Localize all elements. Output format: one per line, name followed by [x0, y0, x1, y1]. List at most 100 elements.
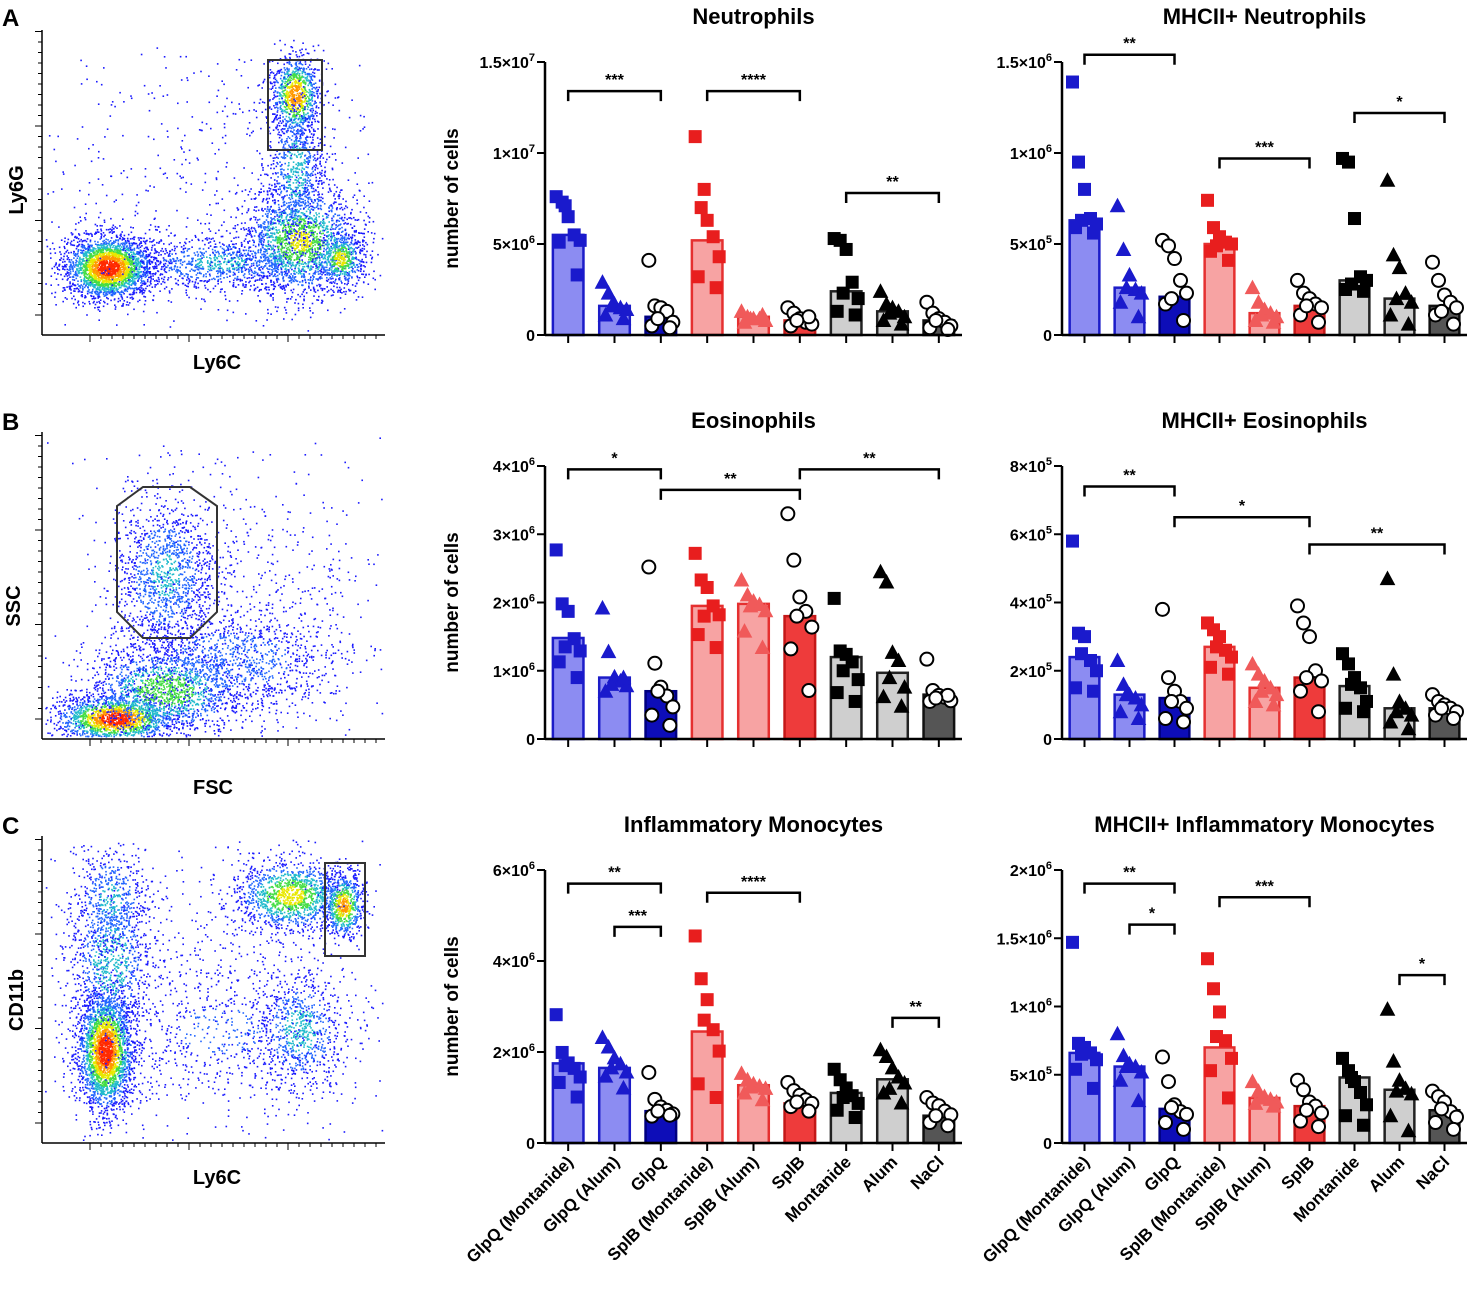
data-point [1066, 75, 1079, 89]
data-point [1290, 598, 1305, 614]
significance-bracket [891, 1016, 941, 1028]
data-point [1379, 570, 1396, 586]
significance-stars: ** [886, 174, 899, 191]
data-point [893, 1094, 910, 1110]
data-point [919, 651, 935, 667]
flow-ticks [35, 839, 377, 1150]
data-point [1397, 285, 1414, 300]
data-point [1112, 294, 1129, 309]
data-point [1434, 700, 1449, 716]
y-tick-label: 0 [526, 732, 535, 749]
y-tick-label: 2×106 [1010, 860, 1052, 880]
significance-stars: ** [1123, 36, 1136, 53]
data-point [851, 292, 865, 306]
data-point [839, 242, 853, 256]
data-point [1382, 713, 1399, 729]
event-dots [45, 437, 384, 738]
data-point [1428, 1115, 1443, 1131]
significance-bracket [566, 468, 663, 480]
data-point [700, 580, 714, 594]
panel-letter-c: C [2, 813, 19, 840]
significance-bracket [1308, 543, 1446, 555]
data-point [561, 604, 575, 618]
significance-stars: ** [724, 471, 737, 488]
data-point [603, 676, 620, 691]
data-point [594, 274, 611, 289]
panel-letter-a: A [2, 5, 19, 32]
data-point [884, 644, 901, 659]
data-point [836, 664, 850, 678]
data-point [1204, 1064, 1217, 1078]
significance-stars: * [1396, 94, 1403, 111]
data-point [1161, 238, 1176, 254]
significance-stars: *** [605, 72, 624, 89]
data-point [1130, 710, 1147, 726]
data-point [1382, 1107, 1399, 1123]
data-point [836, 286, 850, 300]
data-point [1133, 696, 1150, 712]
data-point [1311, 314, 1326, 330]
data-point [878, 1048, 895, 1064]
panel-letter-b: B [2, 409, 19, 436]
flow-a-y-label: Ly6G [6, 165, 28, 214]
data-point [712, 608, 726, 622]
data-point [928, 312, 944, 328]
data-point [1253, 683, 1270, 698]
data-point [1302, 629, 1317, 645]
data-point [1075, 647, 1088, 661]
data-point [1118, 279, 1135, 295]
data-point [875, 312, 892, 327]
data-point [1385, 1053, 1402, 1068]
data-point [1118, 1058, 1135, 1074]
data-point [694, 201, 708, 215]
significance-stars: *** [628, 908, 647, 925]
data-point [786, 552, 802, 568]
data-point [893, 316, 910, 331]
data-point [1210, 640, 1223, 654]
data-point [650, 683, 666, 699]
data-point [1158, 711, 1173, 727]
data-point [1400, 316, 1417, 331]
data-point [691, 1077, 705, 1091]
data-point [1348, 212, 1361, 226]
category-label: GlpQ [1141, 1152, 1184, 1195]
data-point [1403, 294, 1420, 309]
data-point [650, 1103, 666, 1119]
y-tick-label: 2×106 [493, 1042, 535, 1062]
data-point [552, 1075, 566, 1089]
chart-eosinophils: Eosinophils number of cells 0 1×106 2×106 3×1… [442, 408, 962, 749]
data-point [896, 679, 913, 694]
data-point [940, 687, 956, 703]
data-point [1403, 707, 1420, 722]
y-tick-label: 0 [1043, 328, 1052, 345]
data-point [700, 213, 714, 227]
chart-title: MHCII+ Inflammatory Monocytes [1094, 812, 1434, 837]
bar-6 [783, 614, 817, 741]
data-point [875, 688, 892, 704]
y-axis-label: number of cells [442, 532, 463, 672]
data-point [1247, 693, 1264, 708]
chart-title: Neutrophils [692, 4, 814, 29]
data-point [1256, 672, 1273, 688]
chart-neutrophils: Neutrophils number of cells 0 5×106 1×107 1.5… [442, 4, 962, 345]
data-point [600, 285, 617, 300]
data-point [830, 1103, 844, 1117]
significance-stars: ** [1123, 467, 1136, 484]
y-tick-label: 5×105 [1010, 234, 1052, 254]
y-tick-label: 6×105 [1010, 524, 1052, 544]
flow-c-y-label: CD11b [6, 969, 28, 1031]
significance-stars: ** [1371, 525, 1384, 542]
data-point [1225, 237, 1238, 251]
data-point [1379, 1001, 1396, 1016]
data-point [742, 310, 759, 326]
gate [267, 59, 323, 151]
data-point [881, 305, 898, 320]
data-point [597, 306, 614, 322]
data-point [706, 1023, 720, 1037]
data-point [733, 1065, 750, 1080]
chart-title: Eosinophils [691, 408, 816, 433]
data-point [736, 623, 753, 638]
data-point [1385, 666, 1402, 681]
bar-5 [736, 602, 771, 741]
data-point [848, 1111, 862, 1125]
